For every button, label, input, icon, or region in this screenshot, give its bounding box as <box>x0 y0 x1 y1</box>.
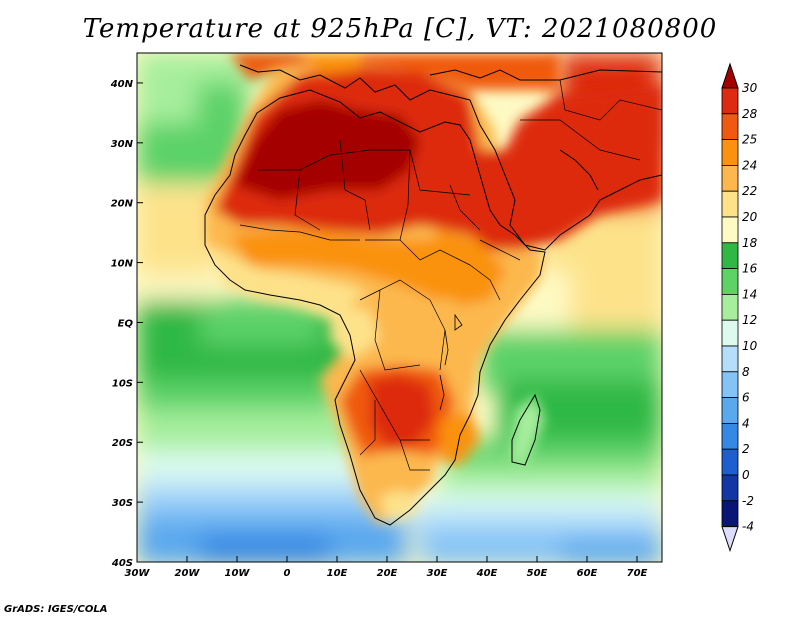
inland-lakes <box>439 313 463 411</box>
colorbar-label: 30 <box>742 81 758 95</box>
lon-tick-label: 10W <box>225 568 251 579</box>
colorbar-swatch <box>721 216 739 244</box>
lat-tick-label: 10N <box>111 259 134 270</box>
map-frame <box>136 52 663 563</box>
colorbar-label: 12 <box>742 313 757 327</box>
lat-tick-label: 10S <box>112 378 133 389</box>
lat-tick-label: EQ <box>118 318 134 329</box>
map-plot-area <box>137 53 662 562</box>
colorbar-label: 4 <box>742 416 750 430</box>
lon-tick-label: 70E <box>627 568 648 579</box>
map-axes: 30W 20W 10W 0 10E 20E 30E 40E 50E 60E 70E 40N 30N 20N… <box>110 79 648 579</box>
colorbar-label: 6 <box>742 391 750 405</box>
colorbar-swatch <box>721 113 739 141</box>
europe-coastline <box>239 64 662 101</box>
colorbar-swatch <box>721 293 739 321</box>
colorbar-label: 8 <box>742 365 750 379</box>
ocean-temperature-shading <box>137 53 662 562</box>
colorbar-label: 18 <box>742 236 758 250</box>
persian-gulf-outline <box>559 149 599 191</box>
lon-tick-label: 30E <box>427 568 448 579</box>
colorbar-label: 24 <box>742 158 757 172</box>
colorbar-label: -4 <box>742 520 754 534</box>
colorbar-swatch <box>721 319 739 347</box>
colorbar-label: 28 <box>742 107 758 121</box>
colorbar-swatch <box>721 500 739 527</box>
lat-tick-label: 40N <box>110 79 134 90</box>
colorbar-label: 16 <box>742 262 758 276</box>
lon-tick-label: 10E <box>327 568 348 579</box>
colorbar-swatch <box>721 474 739 502</box>
colorbar-swatch <box>721 448 739 476</box>
map-coastlines-borders <box>204 64 662 526</box>
colorbar-label: 10 <box>742 339 758 353</box>
lon-tick-label: 30W <box>125 568 151 579</box>
colorbar-label: -2 <box>742 494 754 508</box>
lon-tick-label: 20W <box>175 568 201 579</box>
lon-tick-label: 40E <box>476 568 498 579</box>
colorbar-label: 20 <box>742 210 758 224</box>
colorbar-label: 2 <box>742 442 750 456</box>
colorbar-label: 0 <box>742 468 750 482</box>
lat-tick-label: 20S <box>112 438 133 449</box>
colorbar-swatch <box>721 87 739 115</box>
colorbar-swatch <box>721 268 739 295</box>
country-borders <box>239 79 662 471</box>
lon-tick-label: 20E <box>377 568 398 579</box>
lat-tick-label: 20N <box>111 199 134 210</box>
arabian-coastline <box>469 99 662 251</box>
lon-tick-label: 50E <box>527 568 548 579</box>
madagascar-outline <box>511 393 541 466</box>
lon-tick-label: 0 <box>284 568 291 579</box>
colorbar-label: 25 <box>742 133 757 147</box>
map-title: Temperature at 925hPa [C], VT: 202108080… <box>82 14 718 44</box>
lat-tick-label: 40S <box>111 558 133 569</box>
colorbar-label: 22 <box>742 184 757 198</box>
colorbar-swatch <box>721 164 739 192</box>
colorbar-bottom-arrow <box>721 526 739 553</box>
footer-credit: GrADS: IGES/COLA <box>4 604 108 615</box>
colorbar-label: 14 <box>742 287 757 301</box>
lat-tick-label: 30N <box>111 139 134 150</box>
colorbar-swatch <box>721 422 739 450</box>
colorbar-top-arrow <box>721 62 739 89</box>
lat-tick-label: 30S <box>112 498 133 509</box>
lon-tick-label: 60E <box>577 568 598 579</box>
colorbar-swatch <box>721 371 739 398</box>
colorbar-swatch <box>721 345 739 373</box>
colorbar-swatch <box>721 190 739 218</box>
africa-coastline <box>204 89 546 526</box>
colorbar-swatch <box>721 242 739 270</box>
colorbar-swatch <box>721 397 739 424</box>
colorbar-swatch <box>721 139 739 166</box>
